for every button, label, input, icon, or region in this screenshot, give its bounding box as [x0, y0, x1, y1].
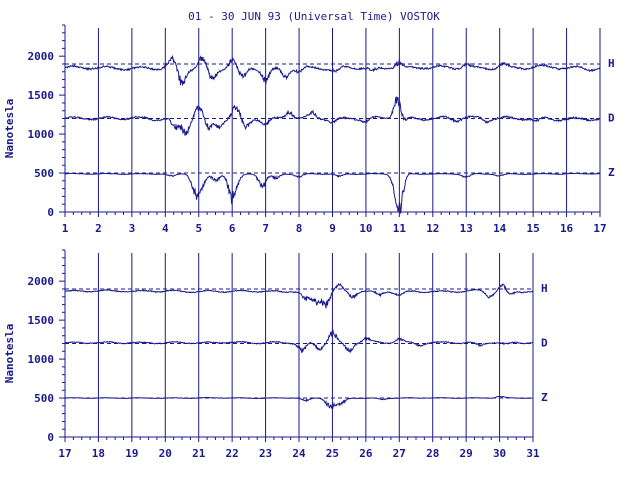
series-label-z: Z — [541, 391, 548, 404]
y-tick-label: 0 — [47, 431, 54, 444]
series-label-z: Z — [608, 166, 615, 179]
series-d-line — [64, 96, 601, 136]
x-tick-label: 10 — [359, 222, 372, 235]
x-tick-label: 9 — [329, 222, 336, 235]
x-tick-label: 17 — [58, 447, 71, 460]
x-tick-label: 31 — [526, 447, 540, 460]
x-tick-label: 26 — [359, 447, 373, 460]
panel-top: 1 2 3 4 5 6 7 8 9 10 11 12 13 14 15 16 17050010001500200… — [3, 24, 615, 235]
x-tick-label: 21 — [192, 447, 206, 460]
series-z-line — [64, 172, 601, 214]
y-tick-label: 1000 — [28, 128, 55, 141]
x-tick-label: 29 — [460, 447, 473, 460]
x-tick-label: 2 — [95, 222, 102, 235]
y-tick-label: 500 — [34, 167, 54, 180]
y-axis-label: Nanotesla — [3, 324, 16, 384]
y-tick-label: 2000 — [28, 275, 55, 288]
x-tick-label: 14 — [493, 222, 507, 235]
series-h-line — [64, 282, 534, 309]
x-tick-label: 15 — [527, 222, 540, 235]
x-tick-label: 23 — [259, 447, 272, 460]
x-tick-label: 24 — [292, 447, 306, 460]
x-tick-label: 28 — [426, 447, 439, 460]
y-tick-label: 1000 — [28, 353, 55, 366]
x-tick-label: 4 — [162, 222, 169, 235]
panel-bottom: 17 18 19 20 21 22 23 24 25 26 27 28 29 30 31 0 500 1000 15… — [3, 249, 548, 460]
y-tick-label: 1500 — [28, 89, 55, 102]
x-tick-label: 22 — [226, 447, 239, 460]
x-tick-label: 17 — [593, 222, 606, 235]
y-axis-label: Nanotesla — [3, 99, 16, 159]
chart-title: 01 - 30 JUN 93 (Universal Time) VOSTOK — [188, 10, 440, 23]
y-tick-label: 2000 — [28, 50, 55, 63]
x-tick-label: 7 — [262, 222, 269, 235]
x-tick-label: 27 — [393, 447, 406, 460]
series-label-d: D — [608, 112, 615, 125]
series-z-line — [65, 395, 533, 410]
series-label-h: H — [608, 57, 615, 70]
x-tick-label: 25 — [326, 447, 339, 460]
x-tick-label: 6 — [229, 222, 236, 235]
x-tick-label: 1 — [62, 222, 69, 235]
y-tick-label: 0 — [47, 206, 54, 219]
x-tick-label: 3 — [129, 222, 136, 235]
x-tick-label: 11 — [393, 222, 407, 235]
x-tick-label: 16 — [560, 222, 574, 235]
x-tick-label: 5 — [195, 222, 202, 235]
series-d-line — [65, 329, 534, 353]
y-tick-label: 1500 — [28, 314, 55, 327]
x-tick-label: 13 — [460, 222, 473, 235]
series-label-d: D — [541, 337, 548, 350]
x-tick-label: 19 — [125, 447, 138, 460]
series-label-h: H — [541, 282, 548, 295]
x-tick-label: 18 — [92, 447, 105, 460]
x-tick-label: 30 — [493, 447, 506, 460]
x-tick-label: 8 — [296, 222, 303, 235]
series-h-line — [64, 54, 601, 86]
x-tick-label: 20 — [159, 447, 172, 460]
y-tick-label: 500 — [34, 392, 54, 405]
x-tick-label: 12 — [426, 222, 439, 235]
